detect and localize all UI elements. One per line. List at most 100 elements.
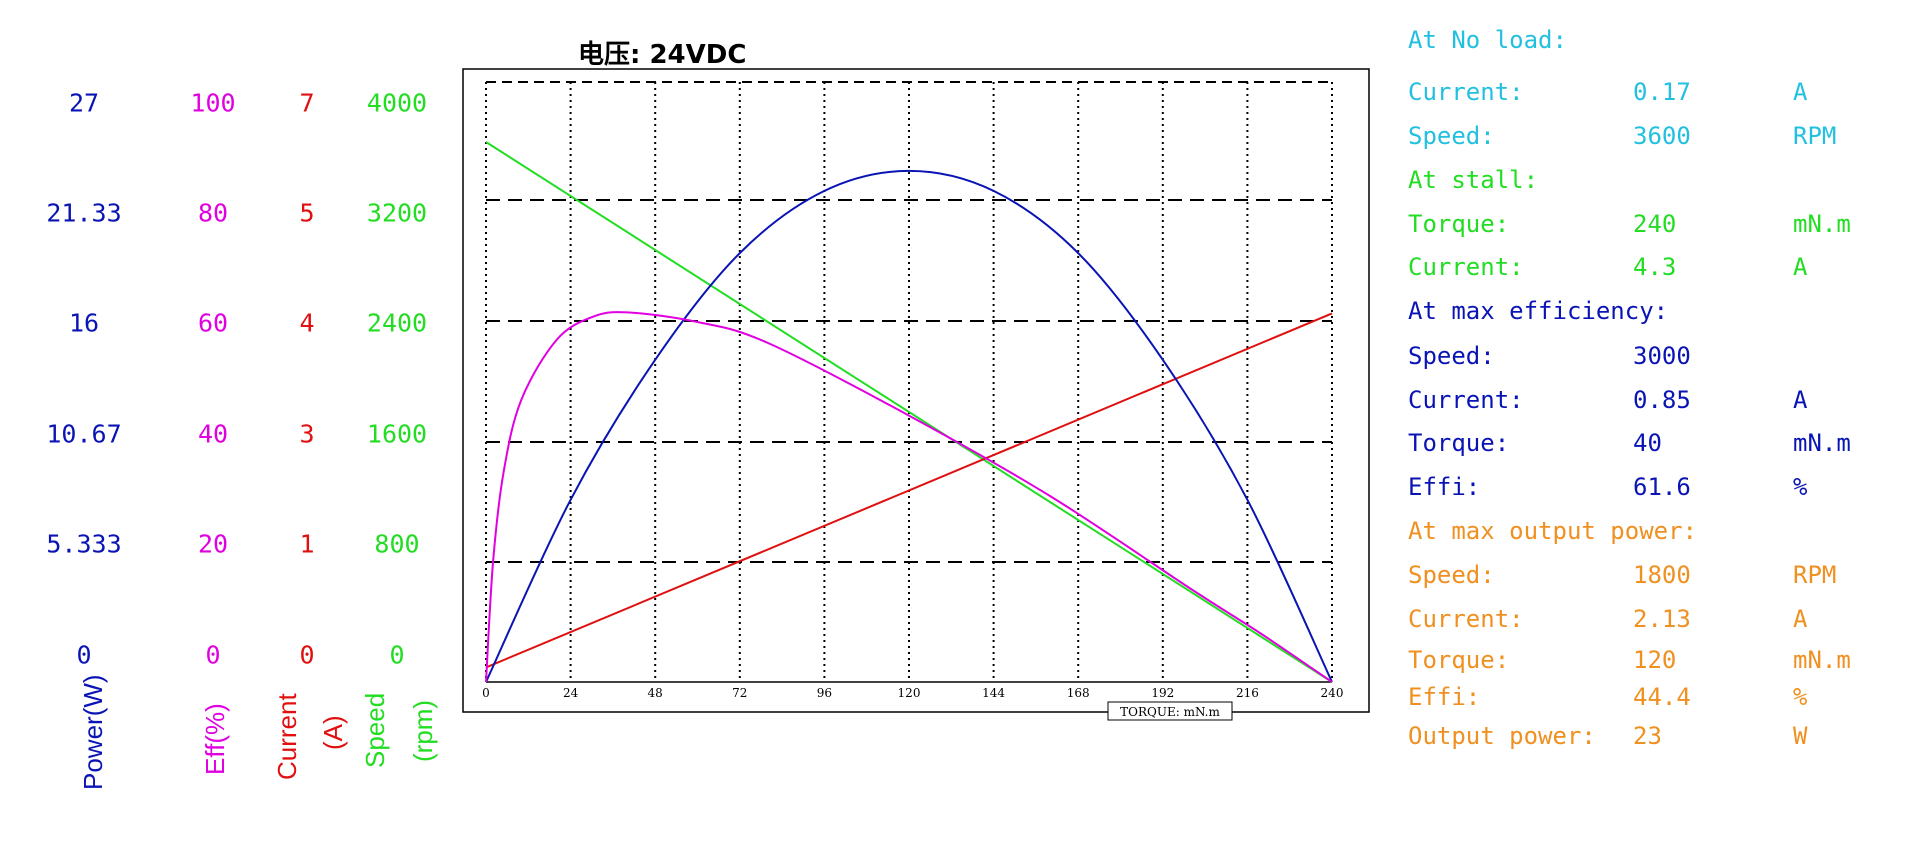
- maxeff-unit: A: [1793, 386, 1808, 414]
- x-tick-label: 48: [648, 686, 663, 700]
- power-tick-label: 27: [68, 88, 100, 118]
- maxpower-unit: W: [1793, 722, 1808, 750]
- eff-tick-label: 40: [197, 419, 229, 449]
- speed-tick-label: 3200: [366, 198, 428, 228]
- maxpower-unit: %: [1793, 683, 1808, 711]
- maxeff-label: Effi:: [1408, 473, 1481, 501]
- maxeff-row: Speed: 3000: [1408, 342, 1908, 372]
- current-axis: 7 5 4 3 1 0: [247, 0, 367, 854]
- maxeff-row: Torque: 40 mN.m: [1408, 429, 1908, 459]
- eff-tick-label: 60: [197, 308, 229, 338]
- maxeff-value: 61.6: [1633, 473, 1691, 501]
- stall-value: 240: [1633, 210, 1677, 238]
- stall-unit: A: [1793, 253, 1808, 281]
- speed-tick-label: 2400: [366, 308, 428, 338]
- noload-row: Current: 0.17 A: [1408, 78, 1908, 108]
- maxpower-value: 1800: [1633, 561, 1691, 589]
- current-tick-label: 1: [299, 529, 315, 559]
- current-series-line: [485, 312, 1333, 669]
- x-tick-label: 24: [563, 686, 579, 700]
- x-tick-label: 72: [732, 686, 747, 700]
- stall-label: Torque:: [1408, 210, 1510, 238]
- maxpower-label: Effi:: [1408, 683, 1481, 711]
- stall-heading: At stall:: [1408, 166, 1539, 194]
- eff-axis: 100 80 60 40 20 0: [153, 0, 273, 854]
- current-tick-label: 3: [299, 419, 315, 449]
- eff-tick-label: 100: [190, 88, 236, 118]
- power-tick-label: 10.67: [46, 419, 122, 449]
- noload-heading: At No load:: [1408, 26, 1567, 54]
- eff-tick-label: 80: [197, 198, 229, 228]
- maxeff-label: Current:: [1408, 386, 1524, 414]
- maxpower-row: Speed: 1800 RPM: [1408, 561, 1908, 591]
- maxpower-label: Output power:: [1408, 722, 1596, 750]
- speed-series-line: [485, 141, 1333, 683]
- power-tick-label: 0: [76, 640, 92, 670]
- speed-tick-label: 0: [389, 640, 405, 670]
- maxpower-unit: A: [1793, 605, 1808, 633]
- power-axis: 27 21.33 16 10.67 5.333 0: [24, 0, 144, 854]
- power-tick-label: 16: [68, 308, 100, 338]
- maxpower-label: Speed:: [1408, 561, 1495, 589]
- power-tick-label: 21.33: [46, 198, 122, 228]
- x-tick-label: 96: [817, 686, 832, 700]
- maxeff-value: 40: [1633, 429, 1662, 457]
- maxeff-label: Torque:: [1408, 429, 1510, 457]
- maxpower-label: Torque:: [1408, 646, 1510, 674]
- stall-row: Torque: 240 mN.m: [1408, 210, 1908, 240]
- plot-frame: [462, 68, 1370, 713]
- eff-tick-label: 20: [197, 529, 229, 559]
- stall-row: Current: 4.3 A: [1408, 253, 1908, 283]
- maxeff-heading: At max efficiency:: [1408, 297, 1669, 325]
- stall-label: Current:: [1408, 253, 1524, 281]
- stall-unit: mN.m: [1793, 210, 1851, 238]
- maxpower-value: 120: [1633, 646, 1677, 674]
- maxpower-value: 2.13: [1633, 605, 1691, 633]
- x-tick-label: 192: [1151, 686, 1174, 700]
- current-tick-label: 4: [299, 308, 315, 338]
- x-label-box: [1107, 701, 1233, 721]
- eff-series-line: [485, 311, 1333, 683]
- maxeff-unit: %: [1793, 473, 1808, 501]
- maxeff-value: 0.85: [1633, 386, 1691, 414]
- noload-unit: A: [1793, 78, 1808, 106]
- maxpower-row: Effi: 44.4%: [1408, 683, 1908, 713]
- maxpower-value: 44.4: [1633, 683, 1691, 711]
- maxpower-row: Torque: 120 mN.m: [1408, 646, 1908, 676]
- maxpower-label: Current:: [1408, 605, 1524, 633]
- maxeff-unit: mN.m: [1793, 429, 1851, 457]
- current-tick-label: 5: [299, 198, 315, 228]
- noload-label: Current:: [1408, 78, 1524, 106]
- x-tick-label: 240: [1321, 686, 1344, 700]
- maxeff-row: Current: 0.85 A: [1408, 386, 1908, 416]
- maxpower-value: 23: [1633, 722, 1662, 750]
- maxpower-row: Current: 2.13 A: [1408, 605, 1908, 635]
- power-tick-label: 5.333: [46, 529, 122, 559]
- stall-value: 4.3: [1633, 253, 1677, 281]
- maxpower-row: Output power: 23 W: [1408, 722, 1908, 752]
- noload-value: 3600: [1633, 122, 1691, 150]
- maxpower-unit: RPM: [1793, 561, 1837, 589]
- x-tick-label: 120: [898, 686, 921, 700]
- current-tick-label: 7: [299, 88, 315, 118]
- speed-tick-label: 4000: [366, 88, 428, 118]
- maxeff-label: Speed:: [1408, 342, 1495, 370]
- eff-tick-label: 0: [205, 640, 221, 670]
- speed-tick-label: 1600: [366, 419, 428, 449]
- noload-unit: RPM: [1793, 122, 1837, 150]
- chart-title: 电压: 24VDC: [578, 40, 747, 70]
- x-tick-label: 0: [482, 686, 490, 700]
- maxeff-row: Effi: 61.6%: [1408, 473, 1908, 503]
- maxpower-unit: mN.m: [1793, 646, 1851, 674]
- x-tick-label: 216: [1236, 686, 1259, 700]
- noload-label: Speed:: [1408, 122, 1495, 150]
- speed-axis: 4000 3200 2400 1600 800 0: [337, 0, 457, 854]
- noload-value: 0.17: [1633, 78, 1691, 106]
- maxeff-value: 3000: [1633, 342, 1691, 370]
- noload-row: Speed: 3600 RPM: [1408, 122, 1908, 152]
- x-axis-label: TORQUE: mN.m: [1120, 705, 1220, 719]
- x-tick-label: 168: [1067, 686, 1090, 700]
- x-tick-label: 144: [982, 686, 1005, 700]
- power-series-line: [485, 169, 1333, 683]
